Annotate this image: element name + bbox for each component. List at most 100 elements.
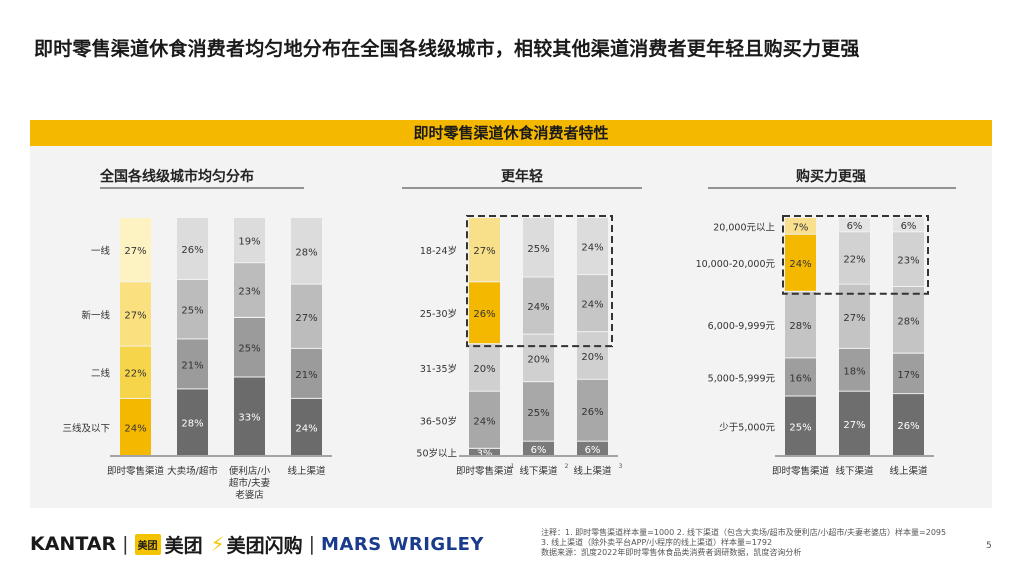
charts-area: 全国各线级城市均匀分布24%22%27%27%即时零售渠道28%21%25%26…	[62, 168, 956, 501]
series-label: 一线	[91, 245, 111, 257]
data-label: 25%	[789, 422, 811, 433]
data-label: 27%	[124, 246, 146, 257]
bar-segment	[120, 282, 151, 346]
bar-segment	[785, 358, 816, 396]
data-label: 19%	[238, 237, 260, 248]
data-label: 17%	[897, 370, 919, 381]
bar-segment	[177, 389, 208, 455]
highlight-box	[466, 215, 613, 348]
bar-segment	[839, 391, 870, 455]
series-label: 50岁以上	[416, 447, 457, 459]
bar-segment	[893, 218, 924, 232]
bar-segment	[577, 275, 608, 332]
data-label: 24%	[527, 302, 549, 313]
bar-segment	[523, 218, 554, 277]
bar-segment	[785, 234, 816, 291]
data-label: 27%	[843, 420, 865, 431]
bar-segment	[893, 353, 924, 394]
bar-segment	[234, 218, 265, 263]
bar-segment	[577, 441, 608, 455]
bar-segment	[785, 291, 816, 358]
bar-segment	[120, 398, 151, 455]
data-label: 26%	[897, 421, 919, 432]
meituan-badge-logo: 美团	[134, 533, 161, 555]
bar-segment	[120, 218, 151, 282]
data-label: 18%	[843, 366, 865, 377]
series-label: 36-50岁	[420, 415, 457, 427]
chart-title: 购买力更强	[796, 168, 866, 185]
data-label: 22%	[124, 369, 146, 380]
data-label: 26%	[473, 309, 495, 320]
bar-segment	[120, 346, 151, 398]
bar-segment	[469, 344, 500, 391]
bar-segment	[469, 282, 500, 344]
footnote-line: 数据来源：凯度2022年即时零售休食品类消费者调研数据，凯度咨询分析	[541, 548, 802, 557]
page-title: 即时零售渠道休食消费者均匀地分布在全国各线级城市，相较其他渠道消费者更年轻且购买…	[34, 38, 860, 60]
logo-divider: |	[308, 533, 316, 555]
bar-segment	[234, 377, 265, 455]
series-label: 18-24岁	[420, 245, 457, 257]
bar-segment	[839, 232, 870, 284]
bar-segment	[234, 263, 265, 317]
data-label: 26%	[581, 407, 603, 418]
data-label: 28%	[789, 321, 811, 332]
bar-segment	[291, 218, 322, 284]
category-label: 即时零售渠道	[772, 465, 830, 477]
data-label: 16%	[789, 374, 811, 385]
bar-segment	[523, 441, 554, 455]
category-superscript: 2	[565, 463, 569, 470]
data-label: 26%	[181, 245, 203, 256]
meituan-logo: 美团	[164, 534, 203, 557]
data-label: 6%	[847, 221, 863, 232]
bar-segment	[291, 348, 322, 398]
bar-segment	[577, 218, 608, 275]
bar-segment	[523, 334, 554, 382]
data-label: 25%	[527, 408, 549, 419]
logo-divider: |	[122, 533, 129, 555]
category-label: 线上渠道	[889, 465, 928, 477]
data-label: 20%	[527, 354, 549, 365]
series-label: 三线及以下	[62, 422, 110, 434]
data-label: 6%	[585, 445, 601, 456]
mars-wrigley-logo: MARS WRIGLEY	[321, 533, 484, 555]
data-label: 23%	[897, 256, 919, 267]
footer-logos: KANTAR | 美团 美团 ⚡ 美团闪购 | MARS WRIGLEY	[30, 532, 484, 557]
bar-segment	[893, 232, 924, 286]
series-label: 25-30岁	[420, 308, 457, 320]
category-label: 大卖场/超市	[167, 465, 218, 477]
category-label: 线上渠道	[573, 465, 612, 477]
data-label: 7%	[793, 222, 809, 233]
category-label: 线下渠道	[835, 465, 874, 477]
category-label: 线下渠道	[519, 465, 558, 477]
data-label: 24%	[295, 423, 317, 434]
data-label: 20%	[581, 352, 603, 363]
data-label: 28%	[181, 419, 203, 430]
bar-segment	[839, 348, 870, 391]
shangou-logo: 美团闪购	[226, 534, 303, 557]
data-label: 27%	[473, 246, 495, 257]
bar-segment	[469, 218, 500, 282]
bar-segment	[523, 277, 554, 334]
bar-segment	[893, 394, 924, 455]
data-label: 25%	[181, 306, 203, 317]
category-label: 便利店/小	[229, 465, 271, 477]
bar-segment	[785, 218, 816, 234]
category-label: 即时零售渠道	[107, 465, 165, 477]
chart-title: 更年轻	[501, 168, 543, 185]
data-label: 23%	[238, 287, 260, 298]
data-label: 33%	[238, 413, 260, 424]
bar-segment	[177, 339, 208, 389]
series-label: 31-35岁	[420, 363, 457, 375]
series-label: 10,000-20,000元	[696, 259, 776, 270]
data-label: 21%	[181, 360, 203, 371]
series-label: 少于5,000元	[719, 422, 775, 433]
category-label: 老婆店	[235, 489, 264, 501]
data-label: 22%	[843, 255, 865, 266]
bar-segment	[469, 391, 500, 448]
data-label: 24%	[473, 416, 495, 427]
data-label: 27%	[295, 313, 317, 324]
bar-segment	[523, 382, 554, 441]
category-label: 即时零售渠道	[456, 465, 514, 477]
section-banner: 即时零售渠道休食消费者特性	[30, 120, 992, 146]
bar-segment	[839, 284, 870, 348]
